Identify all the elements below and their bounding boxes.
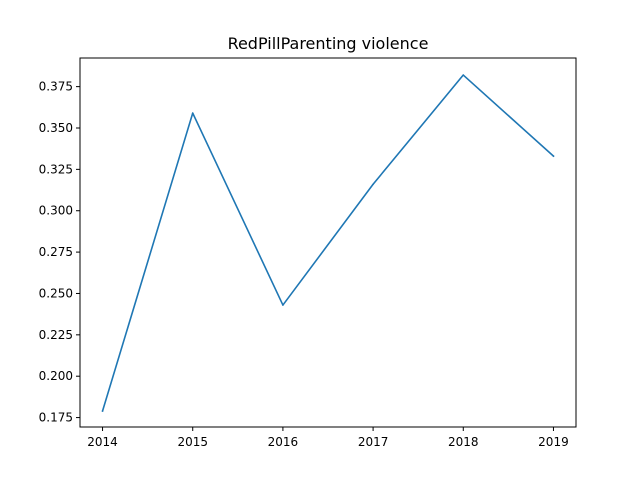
chart-title: RedPillParenting violence: [228, 34, 429, 53]
x-axis: 2014 2015 2016 2017 2018 2019: [87, 427, 569, 449]
y-tick-label: 0.200: [39, 369, 73, 383]
data-point: [101, 410, 104, 412]
y-tick-label: 0.275: [39, 245, 73, 259]
data-point: [191, 112, 194, 114]
y-tick-label: 0.300: [39, 204, 73, 218]
data-points: [101, 74, 555, 412]
y-tick-label: 0.175: [39, 411, 73, 425]
y-tick-label: 0.375: [39, 80, 73, 94]
y-tick-label: 0.325: [39, 162, 73, 176]
x-tick-label: 2018: [448, 435, 479, 449]
plot-area: 2014 2015 2016 2017 2018 2019 0.175 0.200 0.225…: [39, 57, 577, 449]
axes-frame: [79, 57, 577, 428]
data-point: [462, 74, 465, 76]
data-point: [372, 183, 374, 186]
y-tick-label: 0.225: [39, 328, 73, 342]
x-tick-label: 2014: [87, 435, 118, 449]
y-tick-label: 0.250: [39, 286, 73, 300]
x-tick-label: 2017: [358, 435, 389, 449]
x-tick-label: 2016: [268, 435, 299, 449]
x-tick-label: 2019: [538, 435, 569, 449]
x-tick-label: 2015: [177, 435, 208, 449]
data-point: [282, 304, 284, 306]
series-line: [101, 74, 555, 412]
data-point: [552, 155, 555, 157]
y-tick-label: 0.350: [39, 121, 73, 135]
y-axis: 0.175 0.200 0.225 0.250 0.275 0.300 0.325 0.350…: [39, 80, 80, 425]
